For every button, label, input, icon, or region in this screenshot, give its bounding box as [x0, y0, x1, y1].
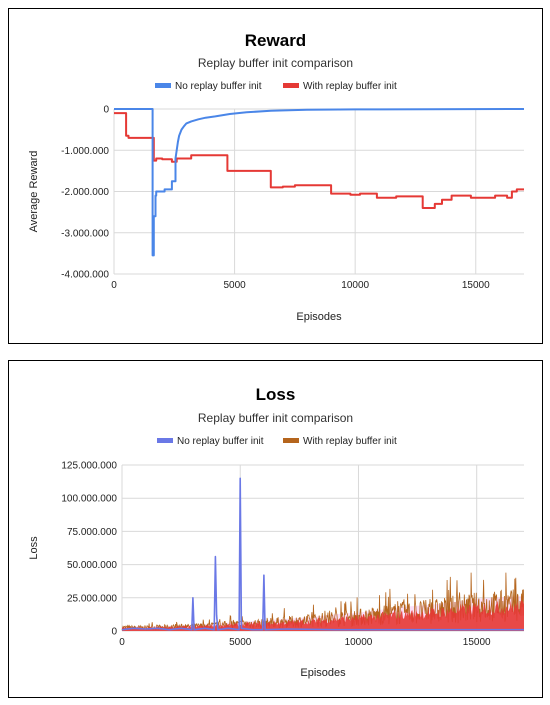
x-tick-label: 10000 [341, 280, 369, 291]
legend-label-2: With replay buffer init [303, 81, 397, 92]
legend-swatch-2 [283, 83, 299, 88]
legend-swatch-1 [155, 83, 171, 88]
x-tick-label: 15000 [462, 280, 490, 291]
loss-chart-subtitle: Replay buffer init comparison [197, 411, 354, 425]
y-axis-label: Loss [28, 536, 40, 560]
reward-chart-plot: No replay buffer init With replay buffer … [28, 81, 525, 323]
y-tick-label: 0 [103, 105, 109, 116]
y-tick-label: -4.000.000 [61, 270, 109, 281]
reward-chart-title: Reward [244, 31, 307, 50]
legend-label-1: No replay buffer init [175, 81, 262, 92]
y-tick-label: 0 [111, 627, 117, 638]
reward-chart-subtitle: Replay buffer init comparison [197, 56, 354, 70]
reward-chart-panel: Reward Replay buffer init comparison No … [8, 8, 543, 344]
y-axis-label: Average Reward [28, 151, 40, 233]
series-line-no-replay-buffer-init [114, 108, 525, 257]
x-axis-label: Episodes [300, 667, 346, 679]
loss-chart-plot: No replay buffer init With replay buffer … [28, 436, 524, 679]
legend-swatch-1 [157, 438, 173, 443]
legend-label-1: No replay buffer init [177, 436, 264, 447]
x-axis-label: Episodes [296, 311, 342, 323]
x-tick-label: 0 [111, 280, 117, 291]
x-tick-label: 5000 [223, 280, 246, 291]
series-area-with-replay-buffer-init [122, 599, 524, 631]
series-line-no-replay-buffer-init [121, 477, 524, 631]
loss-chart-panel: Loss Replay buffer init comparison No re… [8, 360, 543, 698]
y-tick-label: 75.000.000 [67, 527, 117, 538]
x-tick-label: 0 [119, 637, 125, 648]
loss-chart-title: Loss [255, 385, 296, 404]
y-tick-label: -1.000.000 [61, 146, 109, 157]
series-line-with-replay-buffer-init [114, 112, 524, 209]
x-tick-label: 15000 [463, 637, 491, 648]
legend-swatch-2 [283, 438, 299, 443]
y-tick-label: 100.000.000 [61, 494, 117, 505]
y-tick-label: 50.000.000 [67, 560, 117, 571]
y-tick-label: -3.000.000 [61, 228, 109, 239]
x-tick-label: 5000 [229, 637, 252, 648]
y-tick-label: 125.000.000 [61, 461, 117, 472]
legend-label-2: With replay buffer init [303, 436, 397, 447]
y-tick-label: -2.000.000 [61, 187, 109, 198]
x-tick-label: 10000 [345, 637, 373, 648]
y-tick-label: 25.000.000 [67, 593, 117, 604]
